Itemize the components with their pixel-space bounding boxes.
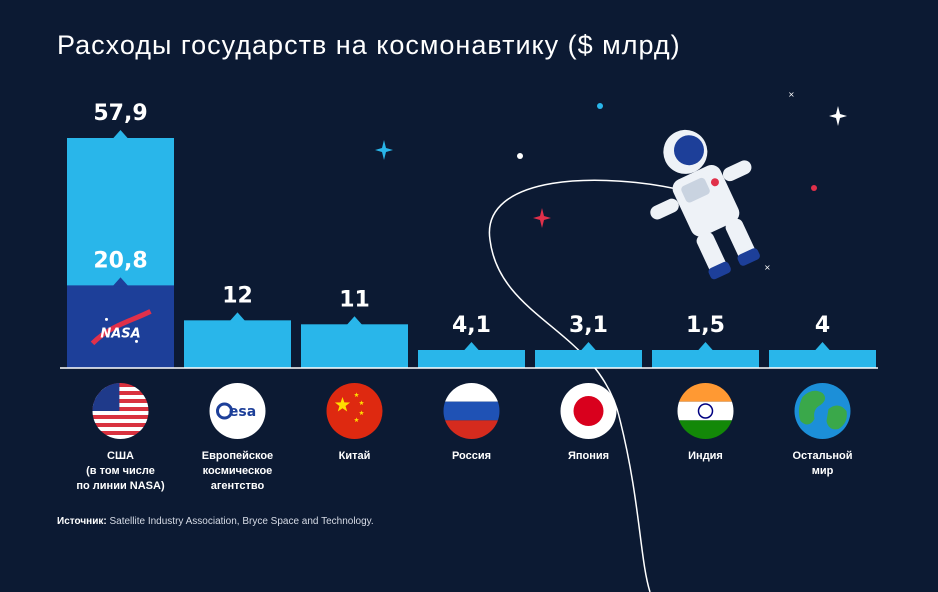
sparkle-icon [375, 140, 393, 160]
astronaut-illustration [650, 129, 760, 280]
bar-tab-1 [229, 312, 246, 322]
bar-1 [184, 320, 291, 368]
category-label-1-line-2: агентство [211, 480, 265, 492]
category-label-2-line-0: Китай [339, 450, 371, 462]
category-label-6-line-0: Остальной [792, 450, 852, 462]
usa-flag-icon [92, 383, 149, 439]
category-label-0-line-1: (в том числе [86, 465, 155, 477]
value-label-5: 1,5 [686, 313, 725, 338]
source-label: Источник: [57, 516, 107, 527]
star-dot-icon [517, 153, 523, 159]
esa-logo-icon: esa [209, 383, 266, 439]
decorative-stars: × × [375, 90, 847, 272]
bar-tab-2 [346, 316, 363, 326]
category-label-6-line-1: мир [812, 465, 834, 477]
category-label-1-line-0: Европейское [202, 450, 273, 462]
nasa-logo-text: NASA [100, 326, 140, 341]
value-label-1: 12 [222, 283, 253, 308]
category-label-0-line-2: по линии NASA) [76, 480, 165, 492]
tether-line [488, 179, 691, 592]
bar-tab-6 [814, 342, 831, 351]
china-flag-icon [326, 383, 383, 439]
star-cross-icon: × [788, 90, 795, 99]
value-label-4: 3,1 [569, 313, 608, 338]
star-dot-icon [811, 185, 817, 191]
bar-4 [535, 350, 642, 368]
category-label-1-line-1: космическое [203, 465, 273, 477]
star-dot-icon [597, 103, 603, 109]
category-label-3-line-0: Россия [452, 450, 491, 462]
chart-title: Расходы государств на космонавтику ($ мл… [57, 30, 681, 60]
esa-logo-text: esa [229, 404, 256, 420]
bar-tab-4 [580, 342, 597, 351]
india-flag-icon [677, 383, 734, 439]
category-label-5-line-0: Индия [688, 450, 723, 462]
value-label-2: 11 [339, 287, 370, 312]
japan-flag-icon [560, 383, 617, 439]
bar-tab-nasa [112, 277, 129, 287]
value-label-nasa: 20,8 [93, 248, 147, 273]
bar-tab-5 [697, 342, 714, 351]
bar-tab-3 [463, 342, 480, 351]
source-text: Satellite Industry Association, Bryce Sp… [109, 516, 374, 527]
star-cross-icon: × [764, 263, 771, 272]
russia-flag-icon [443, 383, 500, 439]
bar-5 [652, 350, 759, 368]
value-label-6: 4 [815, 313, 830, 338]
nasa-logo-icon: NASA [90, 309, 152, 346]
bar-tab-0 [112, 130, 129, 139]
bar-2 [301, 324, 408, 368]
value-label-0: 57,9 [93, 101, 147, 126]
sparkle-icon [829, 106, 847, 126]
sparkle-icon [533, 208, 551, 228]
value-label-3: 4,1 [452, 313, 491, 338]
bar-6 [769, 350, 876, 368]
category-label-0-line-0: США [107, 450, 134, 462]
bar-3 [418, 350, 525, 368]
category-label-4-line-0: Япония [568, 450, 609, 462]
source-note: Источник: Satellite Industry Association… [57, 516, 374, 527]
earth-globe-icon [794, 383, 851, 439]
